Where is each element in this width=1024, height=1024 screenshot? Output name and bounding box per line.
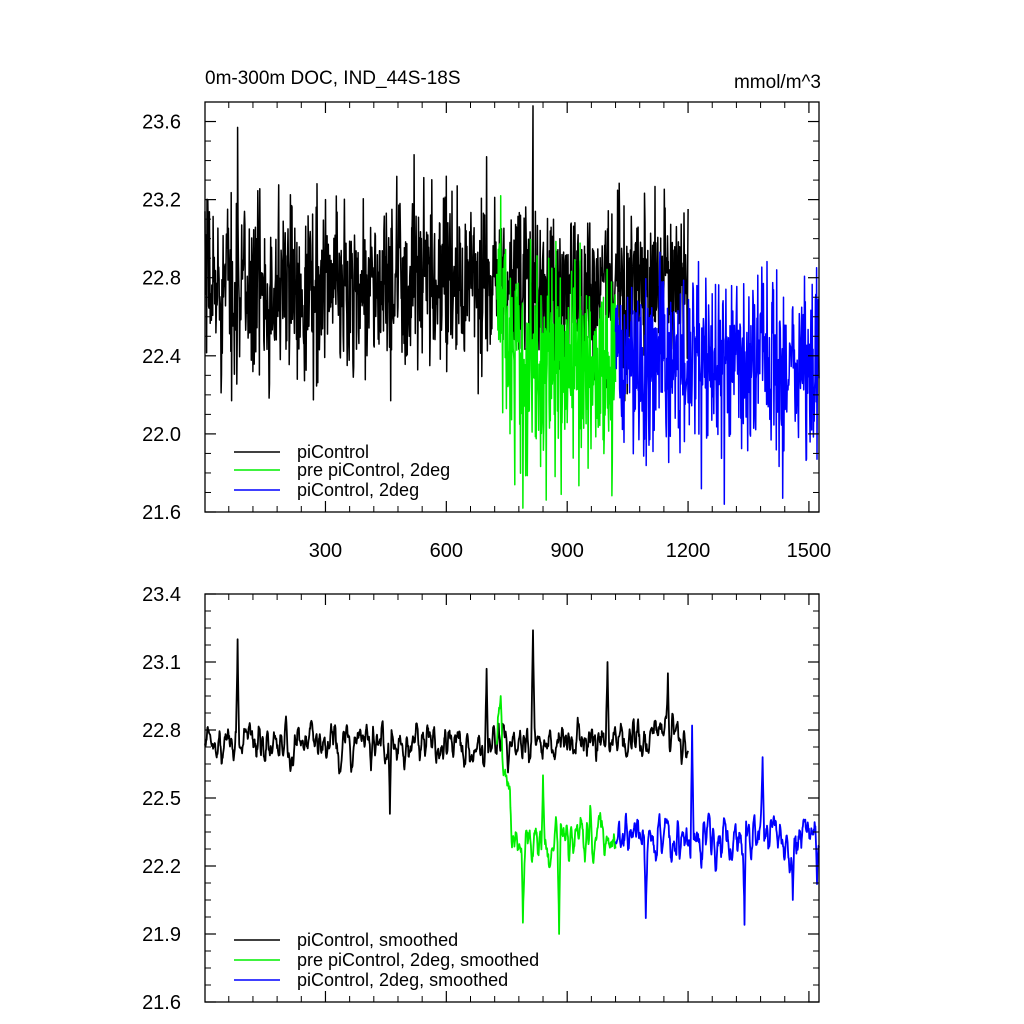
x-tick-label: 300 [309, 540, 342, 562]
y-tick-label: 22.2 [142, 856, 181, 878]
y-tick-label: 23.2 [142, 190, 181, 212]
y-tick-label: 21.9 [142, 924, 181, 946]
legend-label-1: pre piControl, 2deg, smoothed [297, 950, 539, 970]
plot-frame [204, 101, 820, 513]
y-tick-label: 22.0 [142, 424, 181, 446]
series-line-0 [204, 105, 689, 402]
x-tick-label: 1500 [787, 540, 832, 562]
y-tick-label: 23.1 [142, 652, 181, 674]
units-label: mmol/m^3 [734, 72, 821, 93]
x-tick-label: 600 [430, 540, 463, 562]
series-line-0 [204, 629, 689, 815]
series-line-2 [614, 251, 820, 505]
legend-label-0: piControl [297, 442, 369, 462]
y-tick-label: 21.6 [142, 502, 181, 524]
x-tick-label: 900 [551, 540, 584, 562]
legend-label-0: piControl, smoothed [297, 930, 458, 950]
x-tick-label: 1200 [666, 540, 711, 562]
y-tick-label: 22.5 [142, 788, 181, 810]
legend-label-1: pre piControl, 2deg [297, 460, 450, 480]
legend-label-2: piControl, 2deg [297, 480, 419, 500]
legend-label-2: piControl, 2deg, smoothed [297, 970, 508, 990]
y-tick-label: 23.4 [142, 584, 181, 606]
bottom-panel: 21.6 21.9 22.2 22.5 22.8 23.1 23.4 piControl, s… [142, 584, 820, 1014]
series-line-1 [495, 194, 617, 509]
y-tick-label: 23.6 [142, 112, 181, 134]
y-tick-label: 21.6 [142, 992, 181, 1014]
y-tick-label: 22.8 [142, 720, 181, 742]
series-line-1 [495, 695, 617, 935]
series-line-2 [614, 724, 820, 926]
chart-title: 0m-300m DOC, IND_44S-18S [205, 68, 461, 89]
y-tick-label: 22.8 [142, 268, 181, 290]
y-tick-label: 22.4 [142, 346, 181, 368]
top-panel: 21.6 22.0 22.4 22.8 23.2 23.6 300 600 900 1200 150… [142, 68, 831, 562]
